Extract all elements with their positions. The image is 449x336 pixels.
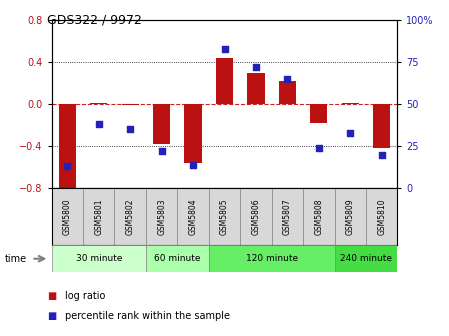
Point — [378, 152, 385, 157]
Text: GSM5803: GSM5803 — [157, 198, 166, 235]
Bar — [209, 245, 335, 272]
Bar — [185, 104, 202, 163]
Bar — [52, 245, 146, 272]
Bar — [373, 104, 390, 148]
Text: GSM5807: GSM5807 — [283, 198, 292, 235]
Text: GSM5808: GSM5808 — [314, 199, 323, 235]
Point — [315, 145, 322, 151]
Text: ■: ■ — [47, 311, 57, 321]
Text: GSM5802: GSM5802 — [126, 199, 135, 235]
Bar — [90, 103, 107, 104]
Bar — [114, 188, 146, 245]
Text: log ratio: log ratio — [65, 291, 106, 301]
Text: 240 minute: 240 minute — [340, 254, 392, 263]
Bar — [247, 73, 264, 104]
Point — [189, 162, 197, 167]
Bar — [52, 188, 83, 245]
Bar — [209, 188, 240, 245]
Text: ■: ■ — [47, 291, 57, 301]
Bar — [146, 188, 177, 245]
Bar — [153, 104, 170, 144]
Text: 120 minute: 120 minute — [246, 254, 298, 263]
Bar — [240, 188, 272, 245]
Bar — [83, 188, 114, 245]
Bar — [122, 104, 139, 105]
Text: GSM5806: GSM5806 — [251, 198, 260, 235]
Bar — [146, 245, 209, 272]
Text: time: time — [4, 254, 26, 264]
Bar — [279, 81, 296, 104]
Text: GSM5800: GSM5800 — [63, 198, 72, 235]
Bar — [177, 188, 209, 245]
Text: GSM5810: GSM5810 — [377, 199, 386, 235]
Point — [252, 65, 260, 70]
Bar — [310, 104, 327, 123]
Point — [284, 76, 291, 82]
Point — [95, 122, 102, 127]
Text: GDS322 / 9972: GDS322 / 9972 — [47, 13, 142, 27]
Point — [221, 46, 228, 51]
Bar — [216, 58, 233, 104]
Text: percentile rank within the sample: percentile rank within the sample — [65, 311, 230, 321]
Point — [347, 130, 354, 135]
Bar — [272, 188, 303, 245]
Text: GSM5805: GSM5805 — [220, 198, 229, 235]
Point — [127, 127, 134, 132]
Text: 60 minute: 60 minute — [154, 254, 201, 263]
Bar — [335, 245, 397, 272]
Bar — [303, 188, 335, 245]
Bar — [59, 104, 76, 190]
Text: GSM5809: GSM5809 — [346, 198, 355, 235]
Text: GSM5801: GSM5801 — [94, 199, 103, 235]
Text: 30 minute: 30 minute — [75, 254, 122, 263]
Text: GSM5804: GSM5804 — [189, 198, 198, 235]
Point — [158, 149, 165, 154]
Point — [64, 164, 71, 169]
Bar — [342, 103, 359, 104]
Bar — [335, 188, 366, 245]
Bar — [366, 188, 397, 245]
